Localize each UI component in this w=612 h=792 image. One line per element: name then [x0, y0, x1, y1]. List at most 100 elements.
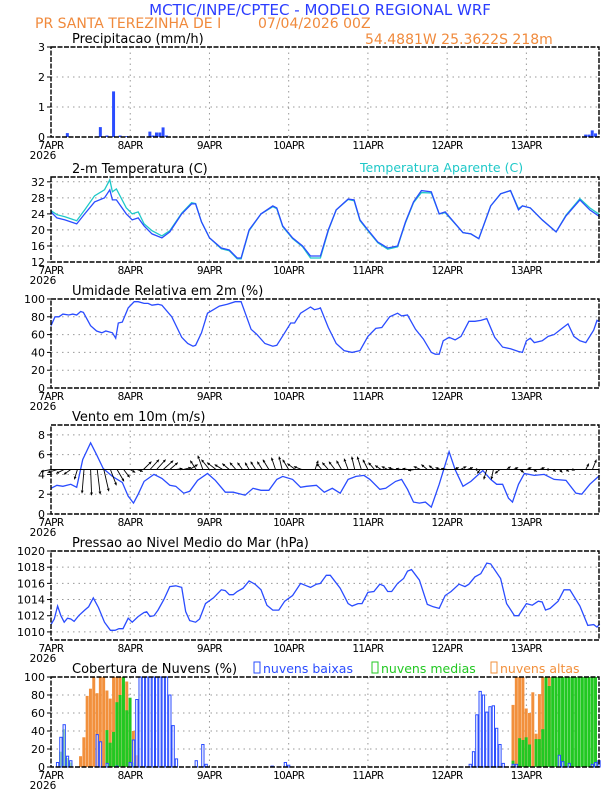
legend-swatch-2: [490, 661, 498, 674]
wind-vector-arrowhead: [413, 466, 417, 469]
x-tick-label: 8APR: [118, 770, 143, 782]
bar-nuvens-medias: [528, 744, 531, 767]
x-tick-label: 8APR: [118, 643, 143, 655]
bar-nuvens-baixas: [158, 676, 162, 768]
bar-nuvens-medias: [554, 677, 558, 767]
bar-nuvens-baixas: [557, 754, 562, 768]
wind-vector-arrowhead: [156, 459, 160, 463]
panel-frame: [50, 176, 600, 263]
wind-vector-arrowhead: [477, 470, 480, 474]
y-tick-label: 0: [38, 508, 45, 521]
panel-title: 2-m Temperatura (C): [72, 162, 208, 177]
wind-vector-arrowhead: [571, 468, 575, 471]
x-tick-label: 7APR: [38, 140, 63, 152]
wind-vector-arrowhead: [257, 461, 260, 465]
legend-apparent-temperature: Temperatura Aparente (C): [359, 160, 523, 175]
bar-nuvens-baixas: [501, 762, 505, 768]
bar-nuvens-baixas: [514, 763, 519, 768]
wind-vector-arrowhead: [73, 476, 77, 480]
wind-vector-arrowhead: [594, 459, 597, 463]
bar-nuvens-medias: [561, 677, 565, 767]
bar-nuvens-baixas: [151, 676, 155, 768]
panel-title: Pressao ao Nivel Medio do Mar (hPa): [72, 536, 309, 551]
y-tick-label: 100: [24, 293, 45, 306]
wind-vector-arrowhead: [90, 492, 93, 496]
panel-title: Umidade Relativa em 2m (%): [72, 284, 263, 299]
panel-pressure: 7APR 8APR 9APR 10APR 11APR 12APR 13APR 2026 1010…: [17, 536, 601, 665]
year-label: 2026: [30, 653, 57, 665]
panel-frame: [50, 298, 600, 389]
wind-vector-arrowhead: [47, 470, 51, 474]
bar-nuvens-medias: [557, 677, 561, 767]
bar-nuvens-medias: [584, 677, 588, 767]
bar-nuvens-medias: [570, 677, 574, 767]
bar-nuvens-baixas: [95, 734, 99, 768]
wind-vector-arrowhead: [515, 467, 519, 470]
bar-nuvens-baixas: [168, 694, 172, 768]
wind-vector-arrowhead: [197, 455, 201, 459]
wind-vector-arrowhead: [148, 461, 152, 465]
x-tick-label: 9APR: [197, 391, 222, 403]
bar-nuvens-baixas: [287, 764, 291, 768]
wind-vector-arrowhead: [395, 467, 399, 471]
wind-vector-arrowhead: [483, 476, 486, 480]
wind-vector-arrowhead: [237, 462, 241, 466]
x-tick-label: 11APR: [352, 643, 383, 655]
wind-vector-arrowhead: [139, 469, 143, 473]
y-tick-label: 80: [31, 311, 45, 324]
x-tick-label: 11APR: [352, 140, 383, 152]
wind-vector-arrowhead: [408, 468, 411, 472]
wind-vector-arrowhead: [322, 462, 326, 466]
wind-vector-arrowhead: [552, 468, 556, 472]
wind-vector-arrowhead: [214, 464, 218, 468]
y-tick-label: 4: [38, 468, 45, 481]
bar-precipitacao: [590, 130, 594, 137]
bar-precipitacao: [105, 135, 109, 137]
y-tick-label: 80: [31, 689, 45, 702]
wind-vector-arrowhead: [336, 460, 340, 464]
panel-clouds: 7APR 8APR 9APR 10APR 11APR 12APR 13APR 2026 0 20 4…: [24, 661, 601, 792]
bar-precipitacao: [154, 132, 158, 137]
x-tick-label: 13APR: [511, 140, 542, 152]
wind-vector-arrowhead: [121, 478, 125, 482]
year-label: 2026: [30, 401, 57, 413]
y-tick-label: 1010: [17, 626, 45, 639]
wind-vector-arrowhead: [179, 467, 183, 471]
y-tick-label: 60: [31, 329, 45, 342]
wind-vector-arrowhead: [533, 469, 537, 472]
y-tick-label: 28: [31, 192, 45, 205]
bar-nuvens-medias: [547, 686, 551, 767]
y-tick-label: 1012: [17, 610, 45, 623]
bar-nuvens-baixas: [194, 760, 198, 768]
x-tick-label: 11APR: [352, 517, 383, 529]
y-tick-label: 3: [38, 41, 45, 54]
wind-vector-arrowhead: [315, 460, 319, 464]
y-tick-label: 32: [31, 176, 45, 189]
bar-nuvens-baixas: [98, 741, 103, 768]
x-tick-label: 9APR: [197, 643, 222, 655]
bar-nuvens-altas: [85, 695, 89, 767]
wind-vector-arrowhead: [470, 466, 473, 470]
bar-nuvens-baixas: [141, 676, 146, 768]
x-tick-label: 12APR: [432, 391, 463, 403]
wind-vector-arrowhead: [362, 459, 366, 463]
year-label: 2026: [30, 150, 57, 162]
bar-precipitacao: [158, 132, 162, 137]
wind-vector-arrowhead: [194, 464, 198, 468]
x-tick-label: 13APR: [511, 517, 542, 529]
wind-vector-arrowhead: [350, 456, 354, 460]
wind-vector-arrowhead: [381, 466, 385, 469]
wind-vector-arrowhead: [475, 468, 479, 471]
bar-nuvens-medias: [118, 695, 122, 767]
x-tick-label: 12APR: [432, 770, 463, 782]
bar-nuvens-baixas: [174, 758, 179, 768]
wind-vector-arrowhead: [388, 466, 392, 470]
x-tick-label: 12APR: [432, 140, 463, 152]
x-tick-label: 9APR: [197, 770, 222, 782]
wind-vector-arrowhead: [229, 462, 233, 466]
panel-title: Precipitacao (mm/h): [72, 32, 204, 47]
year-label: 2026: [30, 780, 57, 792]
y-tick-label: 20: [31, 364, 45, 377]
bar-nuvens-medias: [537, 739, 541, 767]
wind-vector-arrowhead: [293, 466, 297, 469]
